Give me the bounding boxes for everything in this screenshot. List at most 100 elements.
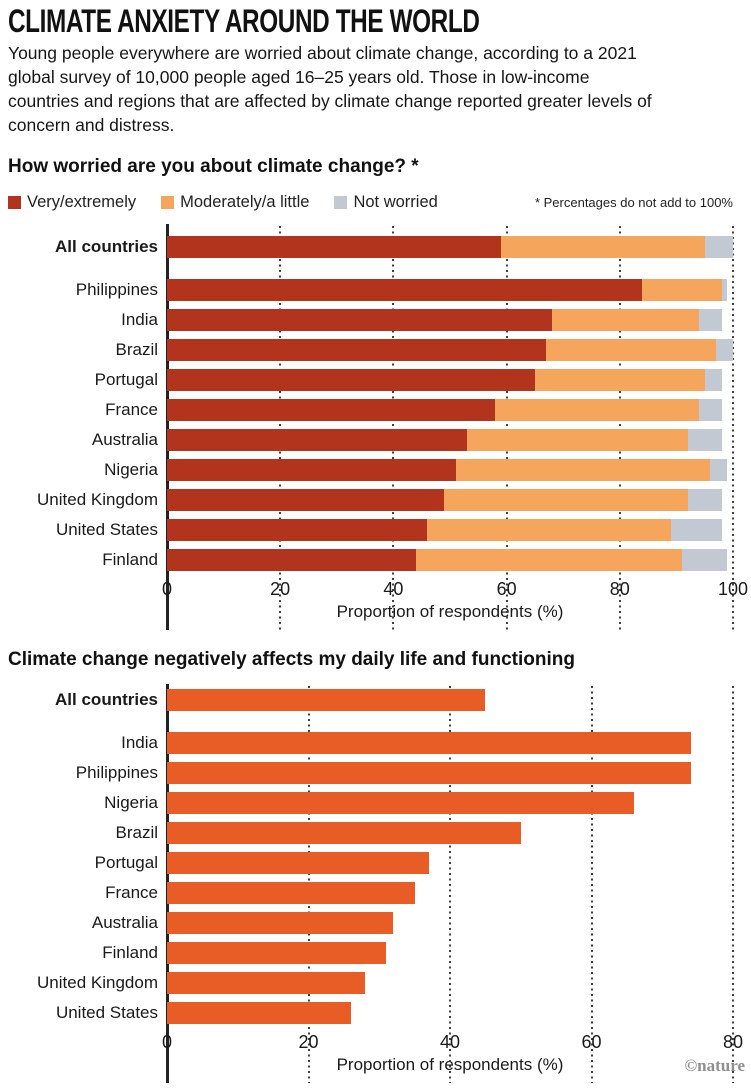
row-label: Australia — [91, 430, 158, 450]
bar-segment-moderately-a-little — [546, 339, 717, 362]
row-label: Australia — [91, 913, 158, 933]
chart-row-all-countries: All countries — [8, 236, 733, 259]
bar-track — [167, 369, 733, 392]
bar-segment-not-worried — [704, 369, 722, 392]
chart-row-portugal: Portugal — [8, 852, 733, 875]
bar-segment-very-extremely — [167, 369, 535, 392]
row-label: United Kingdom — [37, 490, 158, 510]
bar-segment-value — [167, 689, 486, 712]
worry-chart-legend: Very/extremely Moderately/a little Not w… — [8, 193, 733, 211]
x-tick-100: 100 — [717, 579, 749, 600]
bar-track — [167, 972, 733, 995]
bar-track — [167, 689, 733, 712]
row-label: Philippines — [75, 280, 158, 300]
bar-segment-not-worried — [716, 339, 733, 362]
bar-segment-moderately-a-little — [427, 519, 671, 542]
x-tick-60: 60 — [496, 579, 517, 600]
gridline-80 — [732, 686, 734, 1084]
row-label: India — [121, 310, 158, 330]
daily-life-chart-title: Climate change negatively affects my dai… — [8, 649, 575, 671]
daily-life-chart-plot: All countries India Philippines Nigeria Braz… — [8, 684, 743, 1084]
bar-segment-not-worried — [721, 279, 728, 302]
percentages-footnote: * Percentages do not add to 100% — [534, 194, 733, 210]
chart-row-united-kingdom: United Kingdom — [8, 972, 733, 995]
row-label: Nigeria — [104, 460, 158, 480]
gridline-60 — [505, 226, 508, 631]
x-tick-80: 80 — [722, 1032, 744, 1053]
x-tick-20: 20 — [298, 1032, 319, 1053]
bar-track — [167, 309, 733, 332]
bar-segment-moderately-a-little — [455, 459, 711, 482]
row-label: Brazil — [115, 823, 158, 843]
chart-row-philippines: Philippines — [8, 762, 733, 785]
bar-segment-moderately-a-little — [495, 399, 700, 422]
worry-chart-xaxis: 0 20 40 60 80 100 — [162, 579, 748, 601]
bar-track — [167, 852, 733, 875]
row-label: France — [105, 883, 158, 903]
page-title: CLIMATE ANXIETY AROUND THE WORLD — [8, 3, 480, 39]
bar-segment-very-extremely — [167, 279, 643, 302]
y-axis-line — [166, 224, 169, 631]
legend-swatch-moderately — [161, 195, 175, 209]
chart-row-portugal: Portugal — [8, 369, 733, 392]
chart-row-brazil: Brazil — [8, 339, 733, 362]
bar-segment-moderately-a-little — [534, 369, 705, 392]
legend-swatch-very-extremely — [8, 195, 21, 209]
row-label: Portugal — [94, 370, 158, 390]
bar-segment-moderately-a-little — [642, 279, 722, 302]
bar-segment-very-extremely — [167, 429, 467, 452]
row-label: Finland — [102, 550, 158, 570]
chart-row-united-states: United States — [8, 1002, 733, 1025]
row-label: Portugal — [94, 853, 158, 873]
gridline-20 — [279, 226, 282, 631]
row-label: All countries — [55, 690, 158, 710]
legend-swatch-not-worried — [334, 195, 348, 209]
chart-row-united-kingdom: United Kingdom — [8, 489, 733, 512]
chart-row-france: France — [8, 882, 733, 905]
bar-segment-value — [167, 732, 691, 755]
row-label: United Kingdom — [37, 973, 158, 993]
gridline-80 — [618, 226, 621, 631]
row-label: Philippines — [75, 763, 158, 783]
chart-row-philippines: Philippines — [8, 279, 733, 302]
chart-row-all-countries: All countries — [8, 689, 733, 712]
row-label: United States — [55, 1003, 158, 1023]
bar-segment-not-worried — [699, 399, 722, 422]
bar-track — [167, 399, 733, 422]
worry-chart-plot: All countries Philippines India Brazil Portu… — [8, 224, 748, 631]
legend-label-very-extremely: Very/extremely — [27, 192, 137, 211]
chart-row-australia: Australia — [8, 429, 733, 452]
chart-row-india: India — [8, 732, 733, 755]
bar-segment-value — [167, 822, 521, 845]
bar-segment-value — [167, 912, 394, 935]
x-tick-0: 0 — [161, 1032, 173, 1053]
x-tick-0: 0 — [161, 579, 173, 600]
bar-track — [167, 762, 733, 785]
legend-item-moderately: Moderately/a little — [161, 193, 309, 212]
bar-segment-value — [167, 762, 691, 785]
bar-segment-very-extremely — [167, 459, 456, 482]
worry-chart-title: How worried are you about climate change… — [8, 156, 419, 178]
chart-row-united-states: United States — [8, 519, 733, 542]
bar-segment-very-extremely — [167, 549, 417, 572]
row-label: United States — [55, 520, 158, 540]
chart-row-france: France — [8, 399, 733, 422]
legend-item-not-worried: Not worried — [334, 193, 438, 212]
row-label: France — [105, 400, 158, 420]
gridline-100 — [732, 226, 734, 631]
bar-segment-not-worried — [699, 309, 722, 332]
x-tick-60: 60 — [581, 1032, 602, 1053]
bar-segment-very-extremely — [167, 236, 501, 259]
chart-row-india: India — [8, 309, 733, 332]
bar-track — [167, 489, 733, 512]
row-label: India — [121, 733, 158, 753]
bar-segment-not-worried — [670, 519, 722, 542]
gridline-40 — [392, 226, 395, 631]
bar-segment-value — [167, 852, 429, 875]
bar-segment-value — [167, 792, 634, 815]
worry-chart-rows: All countries Philippines India Brazil Portu… — [8, 226, 733, 572]
bar-segment-very-extremely — [167, 519, 428, 542]
bar-segment-moderately-a-little — [444, 489, 688, 512]
nature-credit: ©nature — [684, 1056, 745, 1076]
chart-row-nigeria: Nigeria — [8, 459, 733, 482]
